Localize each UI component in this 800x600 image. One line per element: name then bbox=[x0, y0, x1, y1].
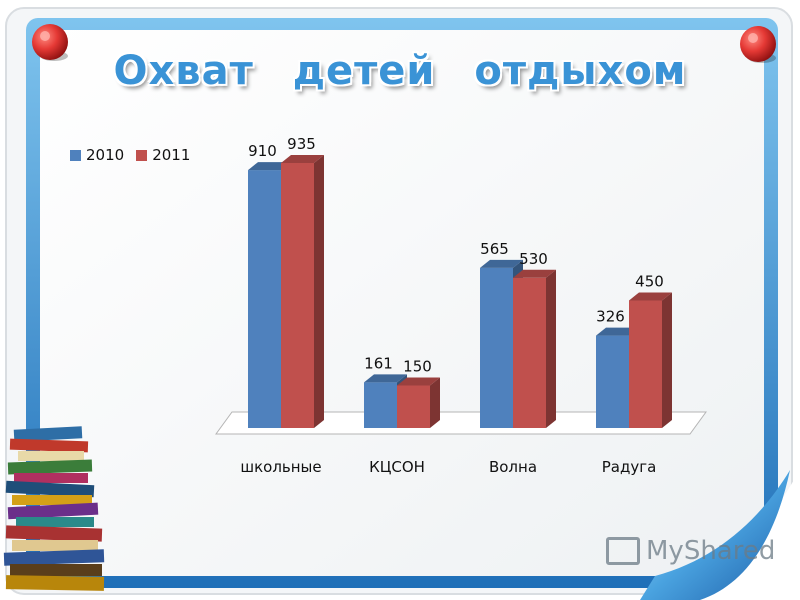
legend-label-2011: 2011 bbox=[152, 146, 191, 164]
legend-swatch-2011 bbox=[136, 149, 148, 161]
bar-2011-3 bbox=[629, 292, 672, 428]
watermark-text: MyShared bbox=[646, 536, 776, 566]
bar-side bbox=[314, 155, 324, 428]
bar-2011-1 bbox=[397, 377, 440, 428]
legend-swatch-2010 bbox=[70, 149, 81, 161]
page-curl bbox=[690, 470, 800, 600]
watermark-logo: MyShared bbox=[606, 536, 775, 566]
bar-top bbox=[281, 155, 324, 163]
bar-2011-2 bbox=[513, 269, 556, 428]
category-label-1: КЦСОН bbox=[369, 458, 425, 476]
bar-front bbox=[397, 385, 430, 428]
data-label-2011-2: 530 bbox=[519, 250, 548, 268]
legend-entry-2011: 2011 bbox=[136, 146, 190, 164]
chart-legend: 2010 2011 bbox=[70, 146, 202, 164]
chart-data-labels: 910 935 161 150 565 530 326 450 bbox=[248, 135, 664, 375]
bar-top bbox=[248, 162, 291, 171]
legend-entry-2010: 2010 bbox=[70, 146, 124, 164]
category-label-0: школьные bbox=[240, 458, 321, 476]
bar-top bbox=[596, 327, 639, 336]
data-label-2010-3: 326 bbox=[596, 308, 625, 326]
bar-2011-0 bbox=[281, 155, 324, 428]
category-label-2: Волна bbox=[489, 458, 537, 476]
bar-front bbox=[281, 163, 314, 428]
bar-front bbox=[513, 277, 546, 428]
watermark-icon bbox=[606, 537, 640, 565]
board-paper bbox=[40, 30, 764, 576]
category-label-3: Радуга bbox=[602, 458, 657, 476]
bar-top bbox=[364, 374, 407, 383]
bar-top bbox=[480, 259, 523, 268]
data-label-2010-1: 161 bbox=[364, 354, 393, 372]
bar-top bbox=[629, 292, 672, 301]
data-label-2011-0: 935 bbox=[287, 135, 316, 153]
page-title: Охват детей отдыхом bbox=[113, 48, 687, 94]
page-curl-fold bbox=[640, 470, 790, 600]
book-stack-image bbox=[3, 426, 105, 591]
bar-side bbox=[430, 377, 440, 428]
bar-side bbox=[546, 269, 556, 428]
bar-front bbox=[596, 335, 629, 428]
bar-top bbox=[513, 269, 556, 278]
bar-top bbox=[397, 377, 440, 386]
chart-category-labels: школьные КЦСОН Волна Радуга bbox=[240, 458, 656, 476]
bar-side bbox=[662, 292, 672, 428]
data-label-2010-2: 565 bbox=[480, 240, 509, 258]
bar-front bbox=[364, 382, 397, 428]
pushpin-left bbox=[32, 24, 68, 61]
data-label-2010-0: 910 bbox=[248, 142, 277, 160]
data-label-2011-3: 450 bbox=[635, 272, 664, 290]
bar-front bbox=[629, 300, 662, 428]
bar-front bbox=[480, 267, 513, 428]
pushpin-right bbox=[740, 26, 776, 63]
data-label-2011-1: 150 bbox=[403, 357, 432, 375]
legend-label-2010: 2010 bbox=[86, 146, 125, 164]
bar-front bbox=[248, 170, 281, 428]
chart-bars bbox=[248, 155, 672, 428]
